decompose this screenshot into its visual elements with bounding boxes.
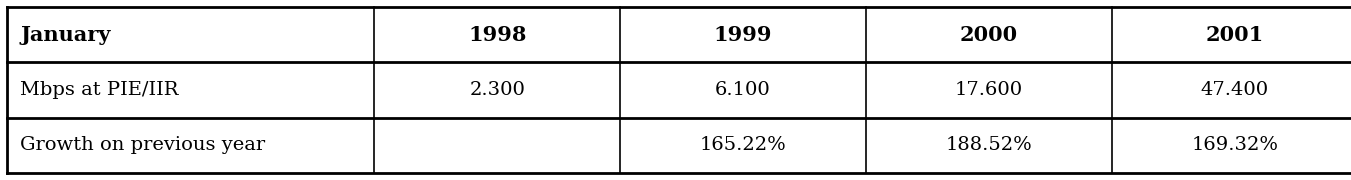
Text: 165.22%: 165.22%	[700, 136, 786, 154]
Text: 2001: 2001	[1205, 25, 1265, 45]
Text: 1998: 1998	[467, 25, 527, 45]
Text: 6.100: 6.100	[715, 81, 771, 99]
Text: Growth on previous year: Growth on previous year	[20, 136, 265, 154]
Text: 1999: 1999	[713, 25, 773, 45]
Text: 188.52%: 188.52%	[946, 136, 1032, 154]
Text: 47.400: 47.400	[1201, 81, 1269, 99]
Text: January: January	[20, 25, 111, 45]
Text: 2000: 2000	[959, 25, 1019, 45]
Text: 169.32%: 169.32%	[1192, 136, 1278, 154]
Text: 2.300: 2.300	[469, 81, 526, 99]
Text: 17.600: 17.600	[955, 81, 1023, 99]
Text: Mbps at PIE/IIR: Mbps at PIE/IIR	[20, 81, 178, 99]
